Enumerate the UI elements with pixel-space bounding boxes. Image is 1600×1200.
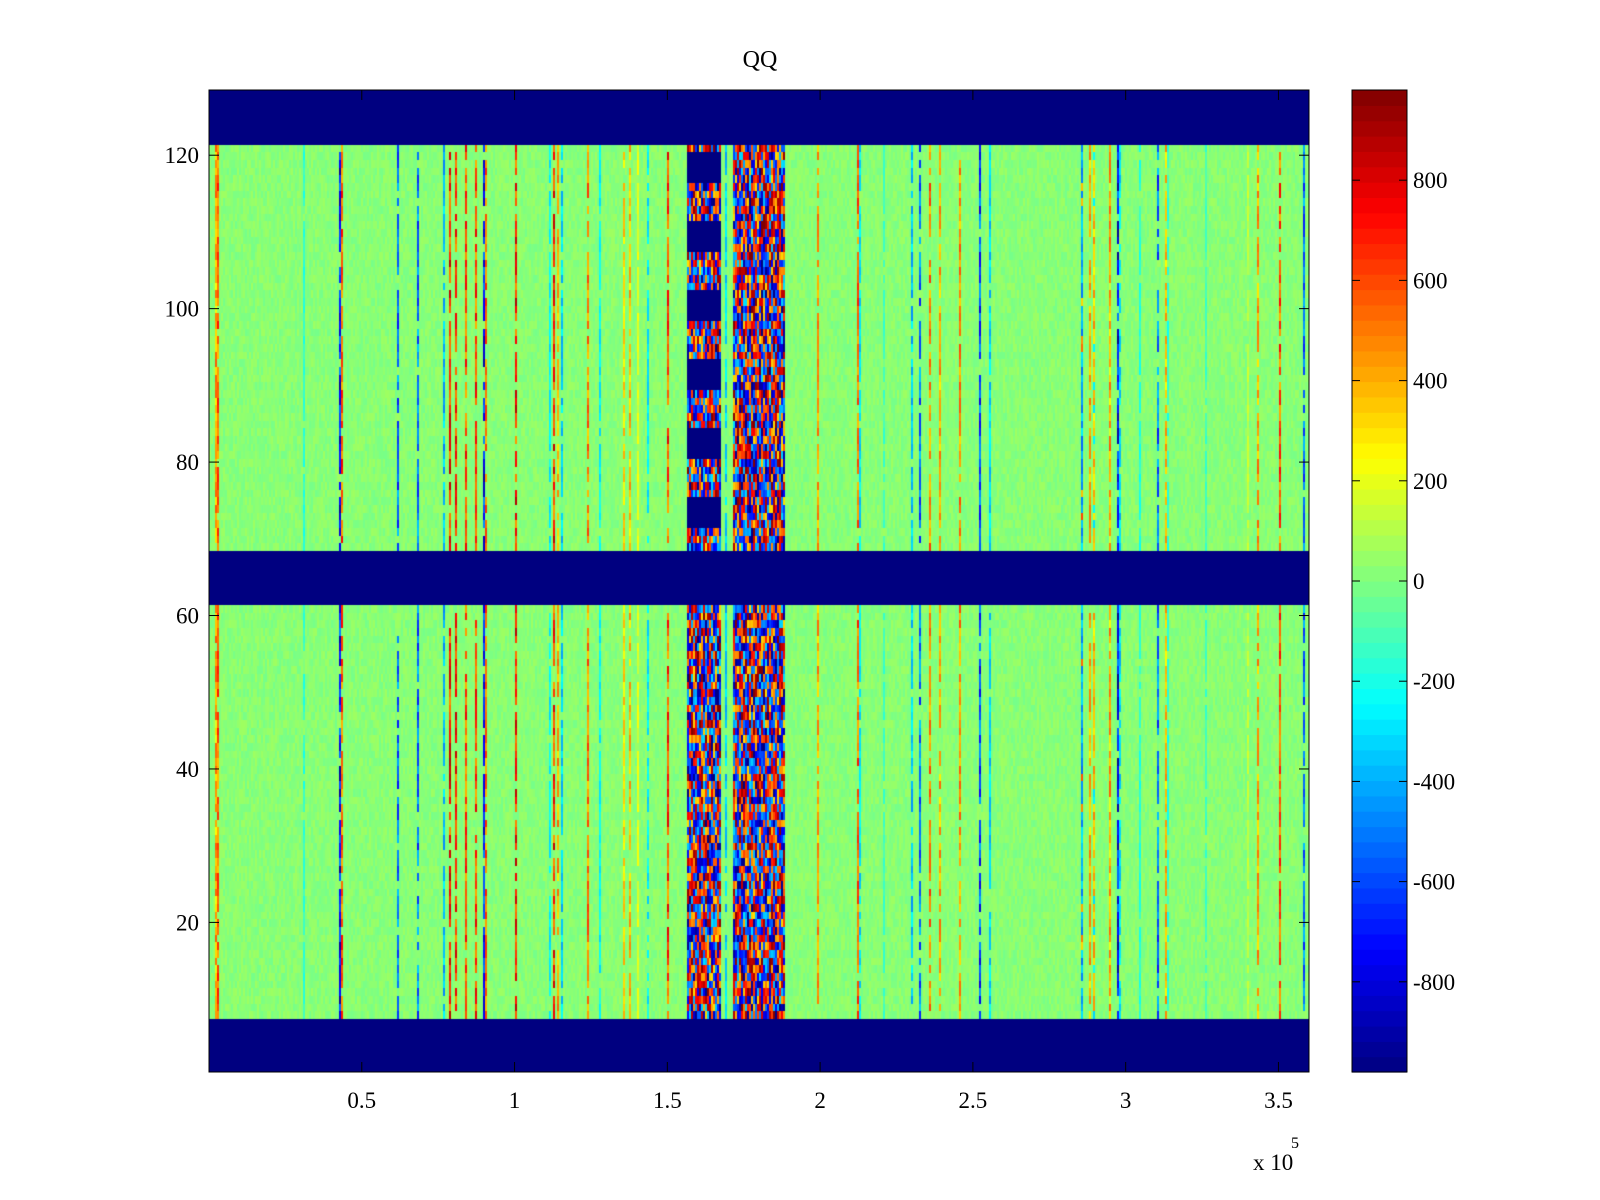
colorbar-step	[1352, 857, 1407, 874]
colorbar-tick-label: -200	[1413, 669, 1455, 694]
colorbar-step	[1352, 427, 1407, 444]
colorbar-step	[1352, 596, 1407, 613]
colorbar-step	[1352, 258, 1407, 275]
colorbar	[1351, 89, 1408, 1073]
colorbar-step	[1352, 657, 1407, 674]
colorbar-step	[1352, 473, 1407, 490]
y-axis: 20 40 60 80 100 120	[165, 143, 1309, 935]
colorbar-step	[1352, 811, 1407, 828]
colorbar-tick-label: 800	[1413, 168, 1448, 193]
colorbar-step	[1352, 442, 1407, 459]
colorbar-step	[1352, 90, 1407, 106]
colorbar-step	[1352, 350, 1407, 367]
colorbar-step	[1352, 841, 1407, 858]
plot-frame	[208, 89, 1310, 1073]
colorbar-step	[1352, 412, 1407, 429]
x-axis: 0.5 1 1.5 2 2.5 3 3.5	[347, 90, 1293, 1113]
colorbar-step	[1352, 166, 1407, 183]
x-tick-label: 1	[509, 1088, 521, 1113]
colorbar-step	[1352, 519, 1407, 536]
colorbar-step	[1352, 534, 1407, 551]
x-tick-label: 3	[1120, 1088, 1132, 1113]
colorbar-axis: -800 -600 -400 -200 0 200 400 600 800	[1352, 168, 1455, 995]
y-tick-label: 120	[165, 143, 200, 168]
colorbar-tick-label: 400	[1413, 369, 1448, 394]
colorbar-step	[1352, 105, 1407, 122]
colorbar-step	[1352, 826, 1407, 843]
colorbar-step	[1352, 565, 1407, 582]
colorbar-step	[1352, 335, 1407, 352]
colorbar-step	[1352, 197, 1407, 214]
colorbar-step	[1352, 151, 1407, 168]
y-tick-label: 40	[176, 757, 199, 782]
colorbar-step	[1352, 550, 1407, 567]
colorbar-step	[1352, 627, 1407, 643]
colorbar-step	[1352, 872, 1407, 889]
x-tick-label: 2	[814, 1088, 826, 1113]
colorbar-step	[1352, 320, 1407, 337]
colorbar-step	[1352, 979, 1407, 996]
colorbar-step	[1352, 795, 1407, 812]
colorbar-step	[1352, 396, 1407, 413]
y-tick-label: 60	[176, 604, 199, 629]
colorbar-step	[1352, 212, 1407, 229]
colorbar-step	[1352, 366, 1407, 383]
y-tick-label: 20	[176, 910, 199, 935]
colorbar-tick-label: -600	[1413, 870, 1455, 895]
colorbar-step	[1352, 933, 1407, 950]
colorbar-step	[1352, 903, 1407, 920]
colorbar-step	[1352, 642, 1407, 659]
heatmap-image	[209, 90, 1309, 1072]
colorbar-step	[1352, 381, 1407, 398]
colorbar-step	[1352, 182, 1407, 199]
colorbar-step	[1352, 887, 1407, 904]
chart-title: QQ	[743, 47, 778, 73]
colorbar-step	[1352, 949, 1407, 966]
colorbar-step	[1352, 581, 1407, 597]
colorbar-step	[1352, 458, 1407, 475]
colorbar-step	[1352, 274, 1407, 291]
x-tick-label: 2.5	[959, 1088, 988, 1113]
colorbar-step	[1352, 719, 1407, 736]
colorbar-step	[1352, 765, 1407, 782]
x-scale-exponent: 5	[1291, 1135, 1299, 1152]
colorbar-tick-label: 200	[1413, 469, 1448, 494]
colorbar-step	[1352, 228, 1407, 245]
colorbar-step	[1352, 1041, 1407, 1058]
colorbar-tick-label: -400	[1413, 769, 1455, 794]
colorbar-step	[1352, 243, 1407, 260]
colorbar-step	[1352, 504, 1407, 521]
colorbar-step	[1352, 136, 1407, 152]
colorbar-step	[1352, 1025, 1407, 1042]
colorbar-step	[1352, 304, 1407, 321]
colorbar-step	[1352, 734, 1407, 751]
colorbar-step	[1352, 120, 1407, 137]
colorbar-tick-label: 600	[1413, 268, 1448, 293]
colorbar-step	[1352, 918, 1407, 935]
x-tick-label: 3.5	[1264, 1088, 1293, 1113]
colorbar-step	[1352, 749, 1407, 766]
x-tick-label: 0.5	[347, 1088, 376, 1113]
colorbar-step	[1352, 1056, 1407, 1073]
y-tick-label: 80	[176, 450, 199, 475]
colorbar-tick-label: -800	[1413, 970, 1455, 995]
x-scale-base: x 10	[1253, 1150, 1293, 1175]
colorbar-step	[1352, 1010, 1407, 1027]
colorbar-step	[1352, 995, 1407, 1012]
colorbar-step	[1352, 688, 1407, 705]
colorbar-step	[1352, 673, 1407, 690]
y-tick-label: 100	[165, 297, 200, 322]
x-tick-label: 1.5	[653, 1088, 682, 1113]
colorbar-tick-label: 0	[1413, 569, 1425, 594]
colorbar-step	[1352, 964, 1407, 981]
colorbar-step	[1352, 289, 1407, 306]
colorbar-step	[1352, 703, 1407, 720]
colorbar-step	[1352, 488, 1407, 505]
colorbar-step	[1352, 780, 1407, 797]
heatmap-plot-area	[209, 90, 1309, 1072]
colorbar-step	[1352, 611, 1407, 628]
